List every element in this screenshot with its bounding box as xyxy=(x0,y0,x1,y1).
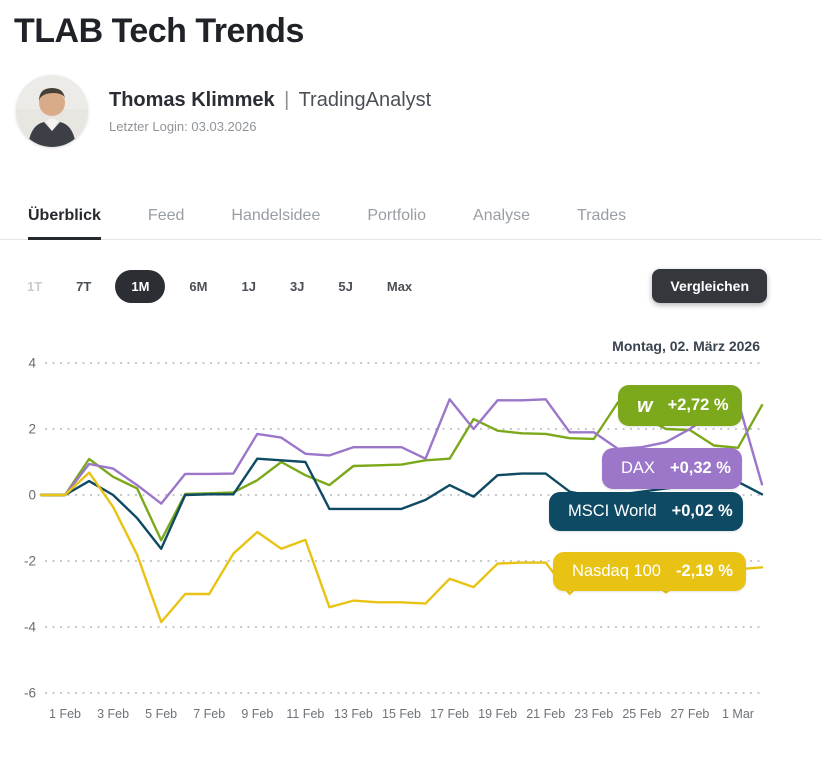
legend-badge-dax[interactable]: DAX +0,32 % xyxy=(602,448,742,489)
y-axis-label--2: -2 xyxy=(24,554,36,569)
x-axis-label: 1 Feb xyxy=(49,707,81,721)
tab-feed[interactable]: Feed xyxy=(147,207,185,224)
x-axis-label: 27 Feb xyxy=(670,707,709,721)
legend-badge-msci-world[interactable]: MSCI World +0,02 % xyxy=(549,492,743,531)
msci-world-value: +0,02 % xyxy=(671,502,733,520)
tab-trades[interactable]: Trades xyxy=(576,207,627,224)
x-axis-label: 1 Mar xyxy=(722,707,754,721)
wikifolio-value: +2,72 % xyxy=(667,396,729,414)
nasdaq-100-value: -2,19 % xyxy=(676,562,733,580)
x-axis-label: 11 Feb xyxy=(286,707,324,721)
profile-separator: | xyxy=(284,88,290,111)
avatar xyxy=(16,75,88,147)
x-axis-label: 5 Feb xyxy=(145,707,177,721)
performance-chart: Montag, 02. März 2026 4 2 0 -2 -4 -6 1 Feb 3 Fe… xyxy=(0,337,822,737)
x-axis-label: 7 Feb xyxy=(193,707,225,721)
x-axis-label: 13 Feb xyxy=(334,707,373,721)
profile-text: Thomas Klimmek | TradingAnalyst Letzter … xyxy=(109,89,431,134)
x-axis-label: 9 Feb xyxy=(241,707,273,721)
chart-controls: 1T 7T 1M 6M 1J 3J 5J Max Vergleichen xyxy=(25,269,822,303)
range-6m[interactable]: 6M xyxy=(189,278,208,294)
last-login: Letzter Login: 03.03.2026 xyxy=(109,118,257,134)
x-axis-label: 25 Feb xyxy=(622,707,661,721)
dax-label: DAX xyxy=(621,459,655,477)
x-axis-label: 19 Feb xyxy=(478,707,517,721)
msci-world-label: MSCI World xyxy=(568,502,657,520)
y-axis-label-2: 2 xyxy=(28,422,36,437)
range-3j[interactable]: 3J xyxy=(289,278,305,294)
page-title: TLAB Tech Trends xyxy=(14,12,304,50)
tab-ueberblick[interactable]: Überblick xyxy=(28,207,101,240)
legend-badge-nasdaq-100[interactable]: Nasdaq 100 -2,19 % xyxy=(553,552,746,591)
x-axis-label: 17 Feb xyxy=(430,707,469,721)
nasdaq-100-label: Nasdaq 100 xyxy=(572,562,661,580)
avatar-placeholder-image xyxy=(16,75,88,147)
tab-bar: Überblick Feed Handelsidee Portfolio Ana… xyxy=(0,207,822,240)
series-line-msci-world xyxy=(39,457,764,551)
y-axis-label--6: -6 xyxy=(24,686,36,701)
x-axis-label: 23 Feb xyxy=(574,707,613,721)
profile-role: TradingAnalyst xyxy=(298,88,432,111)
range-5j[interactable]: 5J xyxy=(338,278,353,294)
range-max[interactable]: Max xyxy=(386,278,413,294)
legend-badge-wikifolio[interactable]: w +2,72 % xyxy=(618,385,742,426)
x-axis-label: 3 Feb xyxy=(97,707,129,721)
x-axis-label: 15 Feb xyxy=(382,707,421,721)
tab-handelsidee[interactable]: Handelsidee xyxy=(231,207,321,224)
compare-button[interactable]: Vergleichen xyxy=(652,269,767,303)
chart-date-label: Montag, 02. März 2026 xyxy=(612,338,760,354)
profile-section: Thomas Klimmek | TradingAnalyst Letzter … xyxy=(16,75,822,147)
profile-name: Thomas Klimmek xyxy=(109,88,275,111)
tab-analyse[interactable]: Analyse xyxy=(473,207,530,224)
y-axis-label-4: 4 xyxy=(28,356,36,371)
range-1m[interactable]: 1M xyxy=(115,269,166,303)
x-axis-label: 21 Feb xyxy=(526,707,565,721)
dax-value: +0,32 % xyxy=(669,459,731,477)
range-1j[interactable]: 1J xyxy=(241,278,256,294)
y-axis-label-0: 0 xyxy=(28,488,36,503)
y-axis-label--4: -4 xyxy=(24,620,36,635)
range-1t[interactable]: 1T xyxy=(27,278,43,294)
tab-portfolio[interactable]: Portfolio xyxy=(367,207,427,224)
range-7t[interactable]: 7T xyxy=(76,278,92,294)
series-line-dax xyxy=(39,398,764,505)
wikifolio-logo-icon: w xyxy=(637,394,653,417)
